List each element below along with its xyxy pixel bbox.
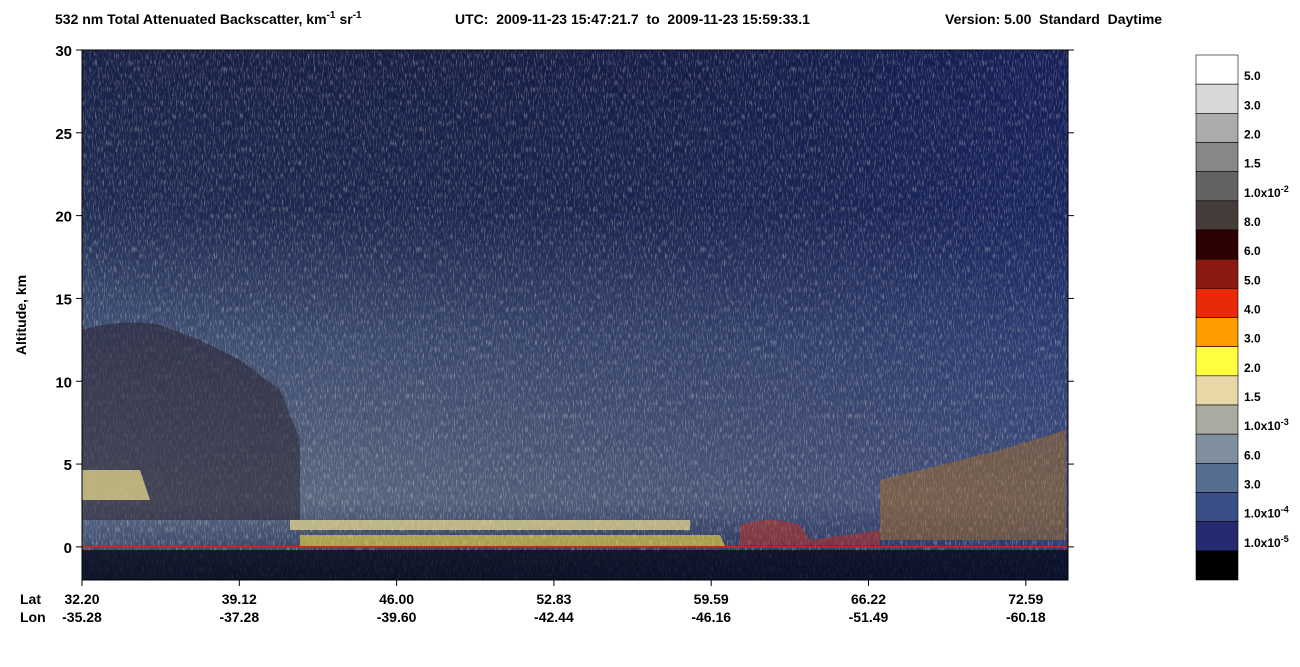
colorbar-label-text: 1.0x10 bbox=[1244, 536, 1281, 550]
colorbar-label: 3.0 bbox=[1244, 98, 1261, 112]
colorbar-label-exp: -5 bbox=[1281, 534, 1289, 544]
colorbar-label: 6.0 bbox=[1244, 244, 1261, 258]
x-tick-label: 39.12 bbox=[222, 591, 257, 607]
x-tick-label: -37.28 bbox=[219, 609, 259, 625]
colorbar-label: 3.0 bbox=[1244, 332, 1261, 346]
colorbar-swatch bbox=[1195, 550, 1239, 581]
colorbar-label-text: 1.0x10 bbox=[1244, 507, 1281, 521]
colorbar-label: 1.0x10-3 bbox=[1244, 417, 1289, 433]
y-tick-label: 30 bbox=[55, 43, 72, 60]
y-tick-label: 20 bbox=[55, 209, 72, 226]
colorbar-swatch bbox=[1195, 375, 1239, 406]
colorbar-swatch bbox=[1195, 113, 1239, 143]
colorbar-label: 1.5 bbox=[1244, 157, 1261, 171]
colorbar-swatch bbox=[1195, 200, 1239, 231]
colorbar-label: 2.0 bbox=[1244, 361, 1261, 375]
colorbar-swatch bbox=[1195, 229, 1239, 260]
colorbar-swatch bbox=[1195, 346, 1239, 377]
colorbar-swatch bbox=[1195, 54, 1239, 85]
colorbar-swatch bbox=[1195, 83, 1239, 114]
colorbar-label: 4.0 bbox=[1244, 303, 1261, 317]
x-tick-label: -60.18 bbox=[1006, 609, 1046, 625]
x-tick-label: 52.83 bbox=[536, 591, 571, 607]
y-tick-label: 25 bbox=[55, 126, 72, 143]
colorbar-label-exp: -2 bbox=[1281, 184, 1289, 194]
colorbar-swatch bbox=[1195, 463, 1239, 493]
colorbar-label-exp: -4 bbox=[1281, 505, 1289, 515]
x-row-label: Lon bbox=[20, 609, 46, 625]
x-tick-label: -35.28 bbox=[62, 609, 102, 625]
x-tick-label: -39.60 bbox=[377, 609, 417, 625]
colorbar-label-text: 1.0x10 bbox=[1244, 419, 1281, 433]
y-tick-label: 10 bbox=[55, 374, 72, 391]
colorbar-swatch bbox=[1195, 492, 1239, 522]
colorbar-swatch bbox=[1195, 521, 1239, 552]
colorbar-label: 8.0 bbox=[1244, 215, 1261, 229]
plot-background bbox=[81, 49, 1069, 581]
colorbar-label-text: 1.0x10 bbox=[1244, 186, 1281, 200]
colorbar-label: 5.0 bbox=[1244, 273, 1261, 287]
x-tick-label: 59.59 bbox=[694, 591, 729, 607]
colorbar-label: 1.5 bbox=[1244, 390, 1261, 404]
colorbar-swatch bbox=[1195, 258, 1239, 289]
colorbar-swatch bbox=[1195, 171, 1239, 202]
colorbar-label: 5.0 bbox=[1244, 69, 1261, 83]
colorbar-swatch bbox=[1195, 317, 1239, 347]
x-tick-label: -51.49 bbox=[849, 609, 889, 625]
colorbar-label: 6.0 bbox=[1244, 448, 1261, 462]
x-row-label: Lat bbox=[20, 591, 41, 607]
x-tick-label: 32.20 bbox=[64, 591, 99, 607]
colorbar-swatch bbox=[1195, 433, 1239, 464]
colorbar-swatch bbox=[1195, 288, 1239, 318]
colorbar-label: 2.0 bbox=[1244, 128, 1261, 142]
colorbar-label: 1.0x10-2 bbox=[1244, 184, 1289, 200]
colorbar-label: 1.0x10-4 bbox=[1244, 505, 1289, 521]
x-tick-label: -42.44 bbox=[534, 609, 574, 625]
y-axis-label: Altitude, km bbox=[13, 275, 29, 355]
colorbar-label-exp: -3 bbox=[1281, 417, 1289, 427]
chart-title: 532 nm Total Attenuated Backscatter, km-… bbox=[55, 10, 1162, 27]
x-tick-label: -46.16 bbox=[691, 609, 731, 625]
y-tick-label: 5 bbox=[64, 457, 72, 474]
x-tick-label: 72.59 bbox=[1008, 591, 1043, 607]
colorbar-label: 3.0 bbox=[1244, 478, 1261, 492]
x-tick-label: 46.00 bbox=[379, 591, 414, 607]
y-tick-label: 15 bbox=[55, 291, 72, 308]
y-tick-label: 0 bbox=[64, 540, 72, 557]
colorbar-swatch bbox=[1195, 404, 1239, 435]
colorbar-label: 1.0x10-5 bbox=[1244, 534, 1289, 550]
x-tick-label: 66.22 bbox=[851, 591, 886, 607]
colorbar-swatch bbox=[1195, 142, 1239, 172]
